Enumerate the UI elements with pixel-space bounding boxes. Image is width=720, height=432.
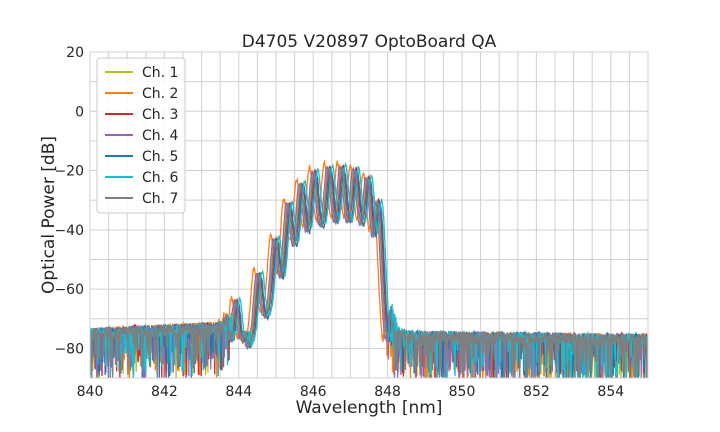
y-axis-ticks: −80 −60 −40 −20 0 20 — [54, 45, 84, 357]
x-tick-label: 844 — [225, 384, 252, 400]
y-tick-label: −80 — [54, 341, 84, 357]
legend-label: Ch. 5 — [142, 149, 178, 165]
y-tick-label: 0 — [75, 104, 84, 120]
series-line — [90, 167, 648, 378]
y-tick-label: −40 — [54, 223, 84, 239]
legend-label: Ch. 4 — [142, 128, 179, 144]
plot-frame — [89, 51, 649, 379]
x-axis-ticks: 840 842 844 846 848 850 852 854 — [77, 384, 625, 400]
y-tick-label: −20 — [54, 164, 84, 180]
x-tick-label: 854 — [597, 384, 624, 400]
legend-label: Ch. 3 — [142, 107, 178, 123]
legend-label: Ch. 1 — [142, 65, 178, 81]
y-axis-title: Optical Power [dB] — [39, 136, 59, 294]
legend-label: Ch. 6 — [142, 170, 179, 186]
legend-box — [96, 57, 186, 214]
y-tick-label: 20 — [66, 45, 84, 61]
x-tick-label: 846 — [300, 384, 327, 400]
x-tick-label: 848 — [374, 384, 401, 400]
x-axis-title: Wavelength [nm] — [296, 398, 443, 418]
y-tick-label: −60 — [54, 282, 84, 298]
x-tick-label: 842 — [151, 384, 178, 400]
legend: Ch. 1 Ch. 2 Ch. 3 Ch. 4 Ch. 5 Ch. 6 Ch. 7 — [96, 57, 186, 214]
x-tick-label: 840 — [77, 384, 104, 400]
legend-label: Ch. 2 — [142, 86, 178, 102]
x-tick-label: 850 — [449, 384, 476, 400]
series-layer — [90, 159, 648, 378]
chart-title: D4705 V20897 OptoBoard QA — [242, 32, 497, 52]
x-tick-label: 852 — [523, 384, 550, 400]
legend-label: Ch. 7 — [142, 191, 178, 207]
